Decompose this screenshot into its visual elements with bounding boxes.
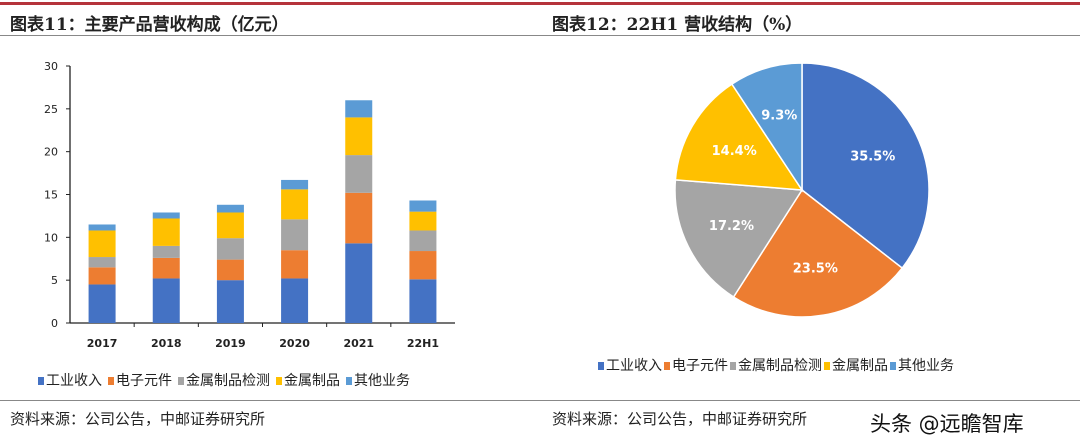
- legend-label: 工业收入: [606, 358, 662, 374]
- legend-label: 金属制品: [284, 373, 340, 389]
- bar-segment: [409, 251, 437, 280]
- bar-segment: [281, 278, 309, 323]
- pie-chart-title: 图表12：22H1 营收结构（%）: [552, 15, 803, 35]
- pie-legend: 工业收入 电子元件 金属制品检测 金属制品 其他业务: [598, 355, 954, 375]
- bar-segment: [345, 100, 373, 118]
- legend-label: 金属制品检测: [186, 373, 270, 389]
- pie-slice: [732, 188, 904, 318]
- bar-segment: [216, 238, 244, 260]
- stacked-bar-chart: 0 5 10 15 20 25 30 2017 2018 2019 2020 2021 22H1: [44, 60, 455, 350]
- footer-divider: [0, 400, 1080, 401]
- y-tick-label: 20: [44, 146, 58, 159]
- bar-segment: [88, 267, 116, 285]
- bar-segment: [216, 212, 244, 239]
- bar-segment: [345, 192, 373, 244]
- legend-item: 金属制品: [276, 370, 340, 390]
- bar-segment: [88, 224, 116, 231]
- bar-segment: [88, 230, 116, 258]
- pie-slice: [801, 62, 930, 270]
- bar-segment: [152, 212, 180, 219]
- bar-segment: [409, 200, 437, 212]
- y-tick-label: 25: [44, 103, 58, 116]
- y-tick-label: 10: [44, 231, 58, 244]
- bar-segment: [409, 230, 437, 252]
- legend-swatch: [346, 377, 352, 385]
- bar-segment: [216, 204, 244, 213]
- x-tick-label: 2017: [87, 337, 118, 350]
- legend-item: 金属制品检测: [178, 370, 270, 390]
- legend-item: 其他业务: [346, 370, 410, 390]
- watermark: 头条 @远瞻智库: [870, 408, 1024, 438]
- legend-label: 其他业务: [354, 373, 410, 389]
- bar-source: 资料来源：公司公告，中邮证券研究所: [10, 410, 266, 428]
- bar-segment: [281, 179, 309, 190]
- legend-swatch: [598, 362, 604, 370]
- bar-segment: [152, 218, 180, 246]
- bar-segment: [281, 219, 309, 251]
- y-tick-label: 15: [44, 189, 58, 202]
- legend-swatch: [38, 377, 44, 385]
- bar-legend: 工业收入 电子元件 金属制品检测 金属制品 其他业务: [38, 370, 410, 390]
- legend-label: 金属制品: [832, 358, 888, 374]
- y-tick-label: 0: [51, 317, 58, 330]
- x-tick-label: 2018: [151, 337, 182, 350]
- x-tick-label: 2020: [279, 337, 310, 350]
- legend-label: 工业收入: [46, 373, 102, 389]
- bar-segment: [345, 117, 373, 156]
- legend-swatch: [178, 377, 184, 385]
- bar-chart-title: 图表11：主要产品营收构成（亿元）: [10, 15, 289, 35]
- y-tick-label: 30: [44, 60, 58, 73]
- legend-item: 其他业务: [890, 355, 954, 375]
- legend-swatch: [276, 377, 282, 385]
- bar-segment: [152, 278, 180, 323]
- legend-item: 金属制品检测: [730, 355, 822, 375]
- pie-slice-label: 14.4%: [712, 144, 757, 159]
- legend-item: 金属制品: [824, 355, 888, 375]
- x-tick-label: 2019: [215, 337, 246, 350]
- pie-chart: 35.5% 23.5% 17.2% 14.4% 9.3%: [674, 62, 930, 318]
- legend-swatch: [664, 362, 670, 370]
- legend-item: 工业收入: [598, 355, 662, 375]
- legend-swatch: [730, 362, 736, 370]
- pie-slice-label: 17.2%: [709, 219, 754, 234]
- title-divider: [0, 35, 1080, 36]
- pie-source: 资料来源：公司公告，中邮证券研究所: [552, 410, 808, 428]
- top-accent-line: [0, 2, 1080, 5]
- bar-segment: [88, 257, 116, 268]
- legend-label: 电子元件: [672, 358, 728, 374]
- y-tick-label: 5: [51, 274, 58, 287]
- legend-item: 电子元件: [108, 370, 172, 390]
- bar-segment: [216, 280, 244, 323]
- bar-segment: [152, 257, 180, 279]
- bar-segment: [281, 250, 309, 279]
- pie-slice: [674, 179, 804, 299]
- pie-slice-label: 23.5%: [793, 262, 838, 277]
- legend-label: 金属制品检测: [738, 358, 822, 374]
- pie-slice: [674, 83, 804, 191]
- bar-segment: [345, 155, 373, 193]
- bar-segment: [281, 189, 309, 220]
- legend-swatch: [108, 377, 114, 385]
- x-tick-label: 2021: [343, 337, 374, 350]
- pie-slice-label: 35.5%: [850, 149, 895, 164]
- legend-label: 电子元件: [116, 373, 172, 389]
- bar-segment: [345, 243, 373, 323]
- pie-slice-label: 9.3%: [761, 109, 797, 124]
- legend-item: 工业收入: [38, 370, 102, 390]
- bar-segment: [216, 259, 244, 281]
- x-tick-label: 22H1: [407, 337, 439, 350]
- bar-segment: [88, 284, 116, 323]
- pie-slice: [730, 62, 803, 193]
- legend-label: 其他业务: [898, 358, 954, 374]
- legend-swatch: [824, 362, 830, 370]
- legend-item: 电子元件: [664, 355, 728, 375]
- bar-segment: [152, 245, 180, 258]
- legend-swatch: [890, 362, 896, 370]
- bar-segment: [409, 211, 437, 231]
- bar-segment: [409, 279, 437, 323]
